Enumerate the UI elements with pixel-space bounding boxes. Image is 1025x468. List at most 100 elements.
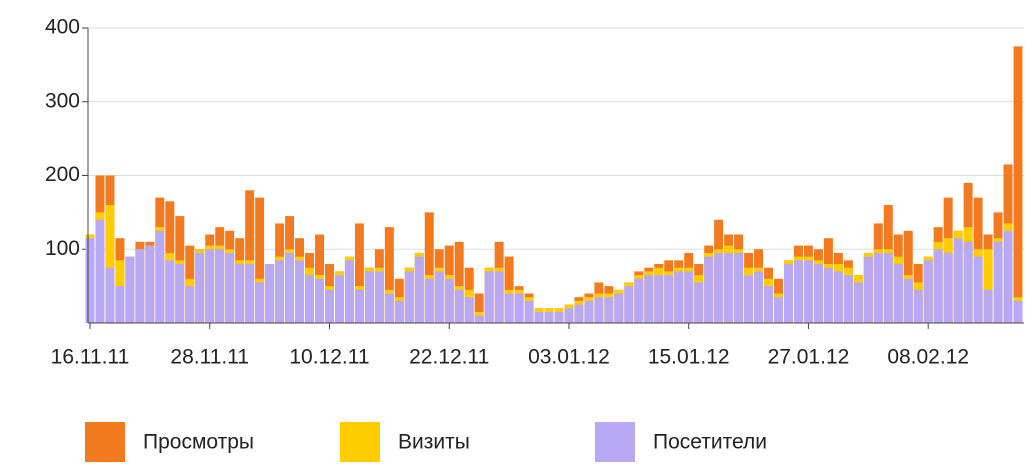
legend-swatch	[340, 422, 380, 462]
bar	[185, 286, 195, 323]
bar	[674, 271, 684, 323]
bar	[624, 286, 634, 323]
bar	[315, 278, 324, 323]
bar	[684, 271, 694, 323]
bar	[724, 252, 734, 323]
bar	[394, 300, 404, 323]
bar	[764, 286, 774, 323]
bar	[823, 267, 833, 323]
bar	[524, 300, 534, 323]
bar	[225, 252, 235, 323]
bar	[245, 190, 255, 323]
bar	[105, 205, 115, 323]
bar	[175, 264, 185, 323]
bar	[285, 252, 295, 323]
bar	[644, 275, 654, 323]
bar	[893, 264, 903, 323]
bar	[534, 311, 544, 323]
bar	[714, 252, 724, 323]
bar	[464, 297, 474, 323]
bar	[863, 256, 873, 323]
bar	[165, 260, 175, 323]
bar	[195, 252, 205, 323]
bar	[993, 241, 1003, 323]
x-tick-label: 15.01.12	[648, 346, 730, 369]
legend-label: Просмотры	[143, 431, 254, 454]
bar	[324, 289, 334, 323]
bar	[584, 300, 594, 323]
bar	[474, 315, 484, 323]
x-tick-label: 10.12.11	[289, 346, 369, 369]
bar	[384, 227, 394, 323]
bar	[414, 256, 424, 323]
bar	[95, 219, 105, 323]
y-tick-label: 200	[45, 163, 80, 186]
bar	[554, 311, 564, 323]
bar	[983, 249, 993, 323]
bar	[504, 293, 514, 323]
bar	[774, 297, 784, 323]
bar	[843, 275, 853, 323]
bar	[145, 245, 155, 323]
bar	[793, 260, 803, 323]
bar	[85, 238, 95, 323]
bar	[424, 278, 434, 323]
bar	[634, 278, 644, 323]
x-tick-label: 27.01.12	[768, 346, 850, 369]
bar	[454, 289, 464, 323]
bar	[404, 271, 414, 323]
x-tick-label: 22.12.11	[409, 346, 489, 369]
bar	[754, 271, 764, 323]
bar	[354, 289, 364, 323]
y-tick-label: 400	[45, 16, 80, 39]
bar	[295, 260, 305, 323]
bar	[275, 260, 285, 323]
bar	[155, 230, 165, 323]
x-tick-label: 16.11.11	[51, 346, 130, 369]
bar	[903, 278, 913, 323]
bar	[594, 297, 604, 323]
bar	[424, 212, 434, 323]
bar	[255, 282, 265, 323]
bar	[833, 271, 843, 323]
bar	[494, 271, 504, 323]
bar	[344, 260, 354, 323]
bar	[853, 282, 863, 323]
bar	[973, 256, 983, 323]
bar	[953, 238, 963, 323]
bar	[564, 308, 574, 323]
bar	[334, 275, 344, 323]
bar	[105, 267, 115, 323]
bar	[514, 293, 524, 323]
bar	[205, 249, 215, 323]
bar	[364, 271, 374, 323]
bar	[813, 264, 823, 323]
bar	[963, 241, 973, 323]
legend-label: Визиты	[398, 431, 470, 454]
y-tick-label: 300	[45, 89, 80, 112]
bar	[614, 293, 624, 323]
bar	[474, 293, 484, 323]
bar	[784, 264, 793, 323]
bar	[444, 278, 454, 323]
y-tick-label: 100	[45, 237, 80, 260]
bar	[933, 249, 943, 323]
bar	[1013, 46, 1023, 323]
bar	[913, 289, 923, 323]
bar	[115, 286, 125, 323]
bar	[354, 223, 364, 323]
x-tick-label: 28.11.11	[170, 346, 249, 369]
bar	[873, 252, 883, 323]
bar	[1013, 300, 1023, 323]
bar	[125, 256, 135, 323]
bar	[374, 271, 384, 323]
bar	[664, 275, 674, 323]
bar	[544, 311, 554, 323]
bar	[943, 252, 953, 323]
bar	[923, 260, 933, 323]
x-tick-label: 03.01.12	[528, 346, 610, 369]
bar	[744, 275, 754, 323]
legend-label: Посетители	[653, 431, 767, 454]
bar	[215, 249, 225, 323]
